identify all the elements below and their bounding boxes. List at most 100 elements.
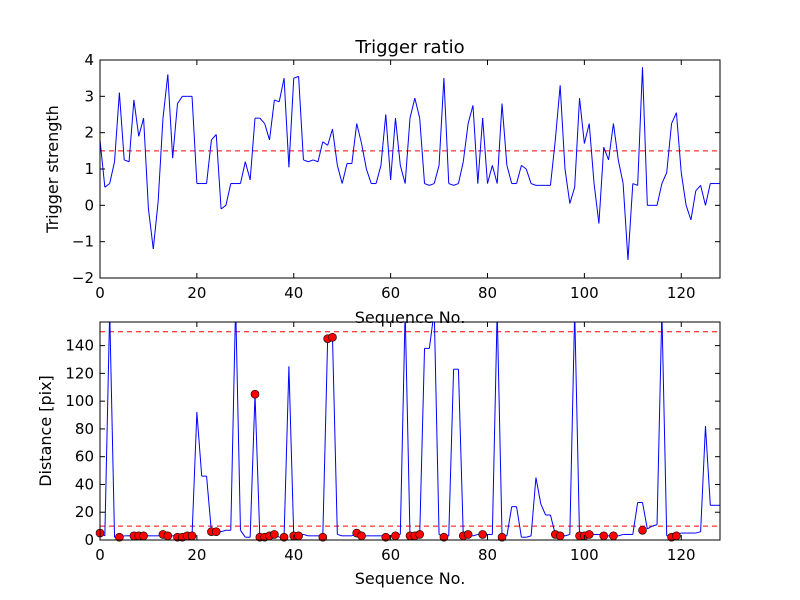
series-segment [152, 201, 159, 249]
series-segment [409, 98, 416, 119]
series-segment [133, 99, 140, 137]
series-segment [540, 503, 547, 516]
series-segment [627, 183, 634, 260]
data-marker [638, 525, 647, 535]
series-segment [525, 168, 532, 184]
series-segment [433, 322, 440, 535]
series-segment [283, 78, 290, 168]
series-segment [239, 161, 246, 184]
series-segment [559, 85, 566, 170]
data-marker [555, 531, 565, 541]
data-marker [318, 532, 328, 542]
series-segment [661, 322, 668, 536]
series-segment [608, 123, 614, 160]
trigger-strength-series [100, 67, 720, 260]
top-x-ticks: 0 20 40 60 80 100 120 [95, 60, 696, 302]
series-segment [593, 183, 600, 224]
series-segment [230, 322, 236, 531]
series-segment [365, 168, 372, 184]
series-segment [652, 524, 658, 527]
series-segment [472, 105, 479, 184]
series-segment [433, 165, 440, 184]
series-segment [569, 322, 575, 535]
x-tick-label: 40 [284, 284, 303, 302]
series-segment [269, 99, 275, 140]
series-segment [249, 394, 256, 538]
series-segment [147, 208, 154, 249]
series-segment [322, 338, 329, 536]
y-tick-label: 120 [65, 364, 94, 382]
series-segment [496, 103, 503, 184]
series-segment [661, 172, 668, 184]
data-marker [584, 530, 594, 539]
y-tick-label: 20 [75, 503, 94, 521]
series-segment [477, 118, 484, 184]
data-marker [163, 531, 173, 541]
series-segment [298, 76, 304, 160]
x-tick-label: 80 [478, 546, 497, 564]
series-segment [332, 128, 338, 166]
series-segment [487, 165, 493, 184]
series-segment [521, 164, 527, 170]
series-segment [240, 529, 246, 538]
series-segment [617, 159, 624, 184]
series-segment [704, 426, 711, 506]
series-segment [124, 159, 130, 163]
y-tick-label: 0 [84, 531, 94, 549]
series-segment [109, 322, 116, 538]
top-y-ticks: −2 −1 0 1 2 3 4 [72, 51, 720, 287]
series-segment [564, 168, 571, 204]
data-marker [294, 531, 303, 541]
x-tick-label: 100 [570, 284, 599, 302]
series-segment [438, 78, 445, 166]
series-segment [554, 85, 561, 140]
series-segment [404, 118, 411, 184]
series-segment [220, 529, 227, 533]
series-segment [293, 75, 299, 79]
series-segment [254, 394, 261, 538]
top-x-axis-label: Sequence No. [355, 308, 466, 327]
series-segment [351, 123, 358, 164]
series-segment [501, 103, 508, 166]
series-segment [394, 118, 401, 166]
x-tick-label: 80 [478, 284, 497, 302]
series-segment [579, 98, 585, 144]
series-segment [612, 123, 619, 160]
series-segment [191, 96, 198, 184]
series-segment [457, 369, 464, 536]
series-segment [424, 183, 430, 186]
series-segment [399, 165, 406, 184]
series-segment [685, 205, 692, 221]
series-segment [506, 165, 513, 184]
series-segment [535, 477, 542, 504]
data-marker [463, 530, 473, 539]
series-segment [419, 118, 426, 184]
series-segment [429, 183, 435, 186]
series-segment [303, 533, 309, 537]
series-segment [564, 533, 570, 537]
series-segment [482, 118, 488, 184]
series-segment [530, 183, 537, 186]
data-marker [250, 389, 260, 399]
x-tick-label: 0 [95, 284, 105, 302]
series-segment [457, 161, 464, 184]
series-segment [375, 165, 382, 184]
series-segment [361, 143, 367, 170]
data-marker [381, 532, 391, 542]
series-segment [380, 114, 387, 166]
x-tick-label: 60 [381, 546, 400, 564]
y-tick-label: 1 [84, 160, 94, 178]
series-segment [172, 103, 178, 159]
distance-plot: 0 20 40 60 80 100 120 0 20 40 60 80 100 120 140 Seque… [36, 321, 721, 588]
series-segment [569, 187, 576, 204]
series-segment [404, 322, 411, 536]
series-segment [574, 322, 581, 536]
series-segment [288, 366, 295, 536]
series-segment [385, 114, 392, 180]
distance-markers [95, 332, 681, 542]
series-segment [647, 525, 653, 530]
series-segment [341, 163, 348, 184]
series-segment [206, 139, 212, 184]
series-segment [656, 322, 663, 525]
